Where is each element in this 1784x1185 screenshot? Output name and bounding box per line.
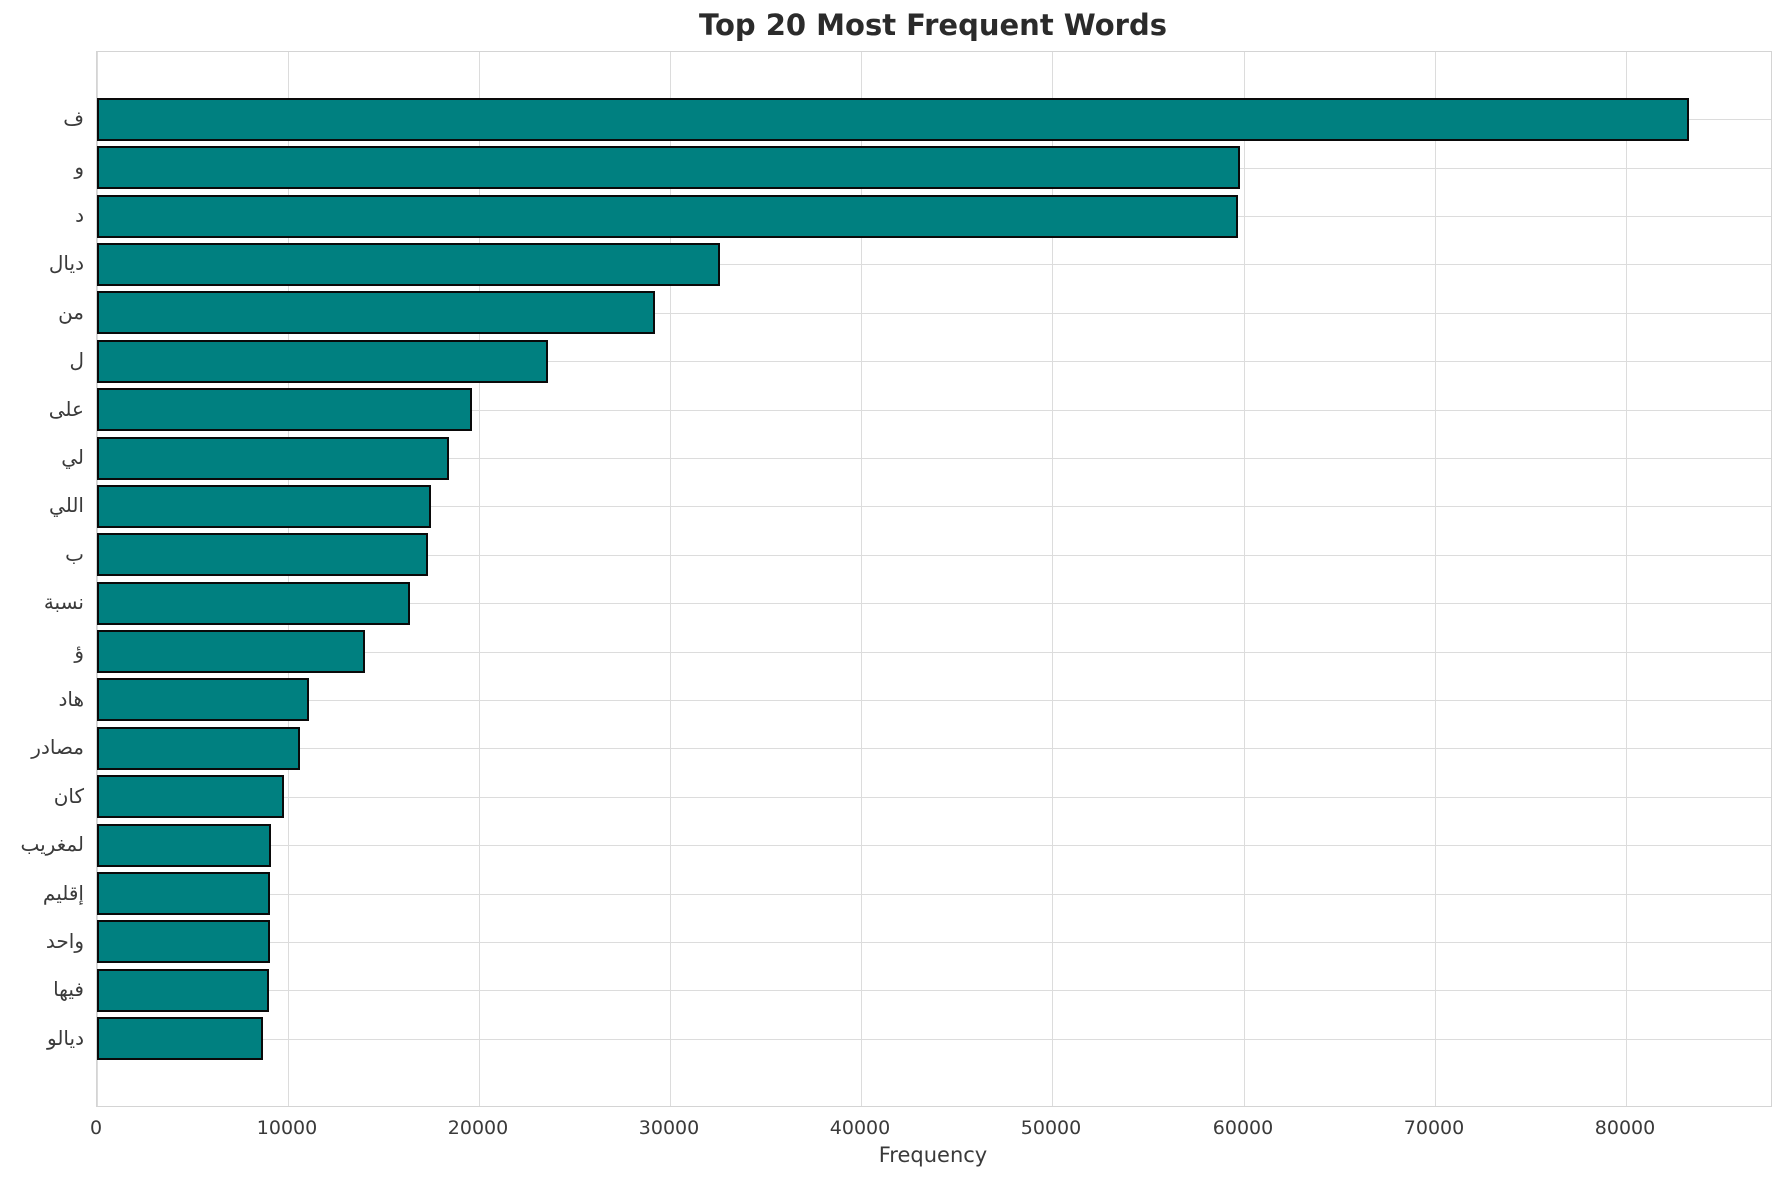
y-tick-label: مصادر <box>31 735 84 759</box>
y-tick-label: لي <box>61 445 84 469</box>
x-gridline <box>479 52 481 1106</box>
bar <box>97 437 449 480</box>
y-gridline <box>97 700 1771 701</box>
y-gridline <box>97 410 1771 411</box>
y-tick-label: نسبة <box>43 590 84 614</box>
x-tick-label: 70000 <box>1403 1117 1465 1139</box>
bar <box>97 920 270 963</box>
y-tick-label: من <box>58 300 84 324</box>
bar <box>97 824 271 867</box>
bar <box>97 727 300 770</box>
x-tick-label: 10000 <box>256 1117 318 1139</box>
bar <box>97 969 269 1012</box>
y-gridline <box>97 748 1771 749</box>
x-tick-label: 0 <box>89 1117 103 1139</box>
y-gridline <box>97 361 1771 362</box>
y-gridline <box>97 506 1771 507</box>
plot-area <box>96 51 1772 1107</box>
y-gridline <box>97 894 1771 895</box>
bar <box>97 98 1689 141</box>
bar <box>97 485 431 528</box>
x-tick-label: 60000 <box>1212 1117 1274 1139</box>
y-gridline <box>97 845 1771 846</box>
y-gridline <box>97 313 1771 314</box>
chart-title: Top 20 Most Frequent Words <box>699 8 1167 42</box>
y-tick-label: ب <box>65 542 84 566</box>
bar <box>97 1017 263 1060</box>
bar <box>97 678 309 721</box>
y-tick-label: كان <box>53 784 84 808</box>
x-gridline <box>1243 52 1245 1106</box>
y-tick-label: و <box>74 155 84 179</box>
y-gridline <box>97 555 1771 556</box>
y-tick-label: على <box>48 397 84 421</box>
x-tick-label: 40000 <box>829 1117 891 1139</box>
y-tick-label: إقليم <box>42 881 84 905</box>
y-gridline <box>97 652 1771 653</box>
bar <box>97 340 548 383</box>
y-tick-label: ديالو <box>47 1026 84 1050</box>
y-tick-label: ديال <box>48 251 84 275</box>
y-gridline <box>97 603 1771 604</box>
y-tick-label: ل <box>69 348 84 372</box>
y-gridline <box>97 797 1771 798</box>
y-gridline <box>97 264 1771 265</box>
y-tick-label: ؤ <box>74 639 84 663</box>
bar <box>97 533 428 576</box>
x-gridline <box>288 52 290 1106</box>
bar <box>97 291 655 334</box>
x-tick-label: 30000 <box>638 1117 700 1139</box>
x-gridline <box>97 52 98 1106</box>
bar <box>97 630 365 673</box>
bar <box>97 195 1238 238</box>
x-gridline <box>861 52 863 1106</box>
x-tick-label: 80000 <box>1594 1117 1656 1139</box>
x-gridline <box>670 52 672 1106</box>
x-axis-label: Frequency <box>878 1143 988 1167</box>
y-tick-label: اللي <box>49 493 84 517</box>
x-gridline <box>1434 52 1436 1106</box>
y-gridline <box>97 942 1771 943</box>
bar <box>97 872 270 915</box>
x-gridline <box>1052 52 1054 1106</box>
bar <box>97 775 284 818</box>
bar <box>97 243 720 286</box>
y-tick-label: هاد <box>58 687 84 711</box>
y-tick-label: ف <box>63 106 84 130</box>
x-tick-label: 50000 <box>1020 1117 1082 1139</box>
y-tick-label: فيها <box>53 977 84 1001</box>
y-tick-label: واحد <box>45 929 84 953</box>
x-gridline <box>1625 52 1627 1106</box>
y-tick-label: د <box>75 203 84 227</box>
y-gridline <box>97 1039 1771 1040</box>
bar <box>97 388 472 431</box>
y-tick-label: لمغريب <box>20 832 84 856</box>
bar <box>97 582 410 625</box>
y-gridline <box>97 458 1771 459</box>
x-tick-label: 20000 <box>447 1117 509 1139</box>
y-gridline <box>97 990 1771 991</box>
bar <box>97 146 1240 189</box>
